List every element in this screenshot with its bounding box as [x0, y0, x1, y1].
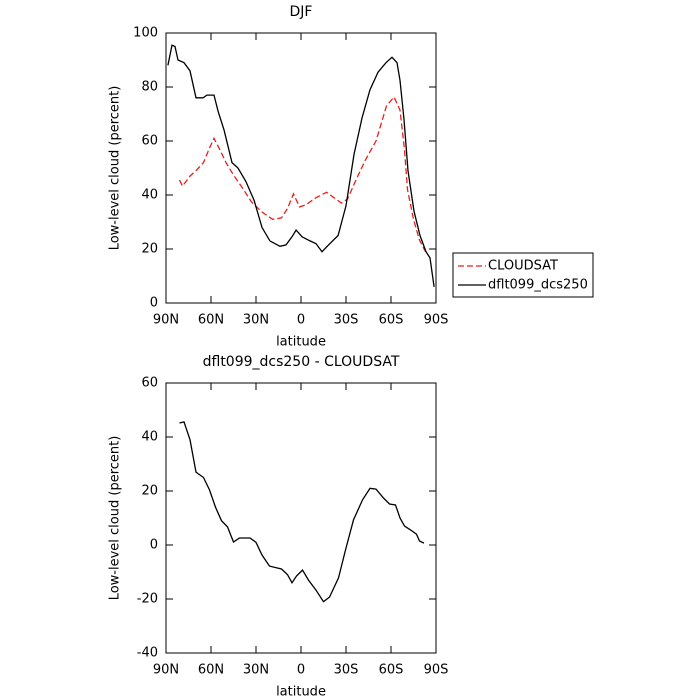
chart-title: DJF [290, 4, 313, 20]
y-tick-label: 20 [141, 484, 158, 499]
x-tick-label: 60N [198, 313, 224, 328]
x-tick-label: 30N [243, 313, 269, 328]
data-line [179, 421, 425, 603]
legend: CLOUDSAT dflt099_dcs250 [452, 252, 594, 298]
x-tick-label: 0 [297, 663, 305, 678]
x-axis-label: latitude [276, 335, 326, 350]
x-tick-label: 0 [297, 313, 305, 328]
y-tick-label: 0 [150, 538, 158, 553]
y-tick-label: 40 [141, 430, 158, 445]
y-axis-label: Low-level cloud (percent) [108, 436, 123, 601]
y-tick-label: 100 [133, 26, 158, 41]
data-line [178, 95, 427, 252]
x-tick-label: 30S [334, 663, 359, 678]
x-tick-label: 90N [153, 663, 179, 678]
data-line [167, 44, 435, 287]
x-tick-label: 90S [424, 313, 449, 328]
y-tick-label: -40 [137, 646, 158, 661]
y-tick-label: 60 [141, 376, 158, 391]
y-tick-label: 20 [141, 242, 158, 257]
y-tick-label: 80 [141, 80, 158, 95]
x-tick-label: 60S [379, 663, 404, 678]
legend-box [452, 252, 594, 298]
x-tick-label: 90N [153, 313, 179, 328]
x-tick-label: 90S [424, 663, 449, 678]
y-tick-label: 40 [141, 188, 158, 203]
y-axis-label: Low-level cloud (percent) [108, 86, 123, 251]
x-tick-label: 30N [243, 663, 269, 678]
legend-label: dflt099_dcs250 [488, 278, 588, 293]
x-tick-label: 30S [334, 313, 359, 328]
y-tick-label: 60 [141, 134, 158, 149]
x-tick-label: 60S [379, 313, 404, 328]
plot-frame [165, 32, 437, 304]
chart-title: dflt099_dcs250 - CLOUDSAT [203, 354, 400, 370]
y-tick-label: 0 [150, 296, 158, 311]
x-axis-label: latitude [276, 685, 326, 700]
legend-label: CLOUDSAT [488, 259, 558, 274]
plot-frame [165, 382, 437, 654]
y-tick-label: -20 [137, 592, 158, 607]
x-tick-label: 60N [198, 663, 224, 678]
